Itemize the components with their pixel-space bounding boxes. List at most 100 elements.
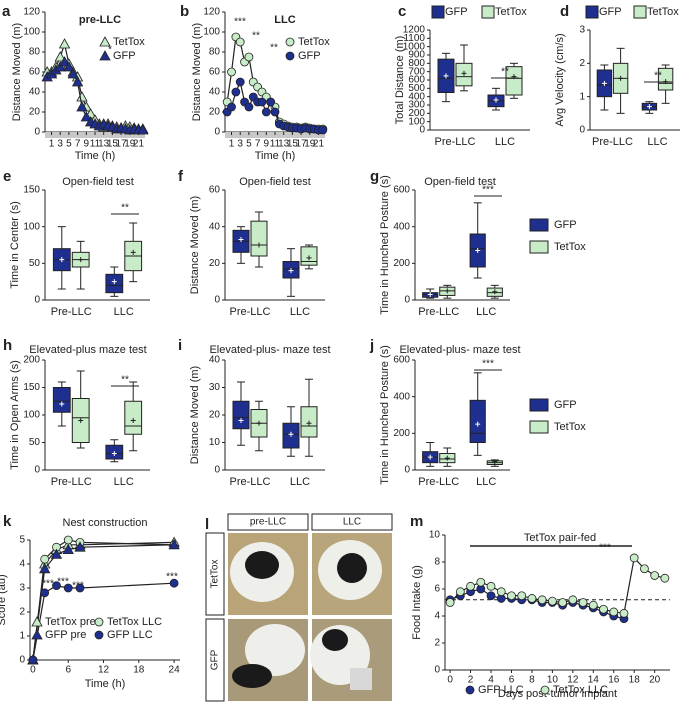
legend-label: TetTox: [647, 6, 679, 18]
mean: [493, 97, 499, 103]
mean: [288, 431, 294, 437]
legend-swatch: [529, 218, 549, 232]
data-point: [76, 101, 88, 112]
legend-marker: [540, 685, 550, 695]
y-tick-label: 800: [408, 58, 425, 69]
series-line: [32, 541, 175, 661]
y-tick-label: 40: [209, 87, 221, 98]
data-point: [63, 535, 73, 545]
y-tick-label: 20: [29, 107, 41, 118]
column-header: pre-LLC: [250, 517, 286, 528]
x-tick-label: 2: [468, 675, 474, 686]
mean: [238, 418, 244, 423]
mean: [306, 420, 312, 426]
legend-label: GFP: [113, 50, 136, 62]
x-tick-label: 20: [649, 675, 661, 686]
y-tick-label: 30: [209, 382, 221, 393]
box: [250, 220, 268, 257]
data-point: [588, 600, 598, 610]
legend-marker: [285, 51, 295, 61]
mean: [492, 289, 498, 295]
y-tick-label: 80: [29, 47, 41, 58]
x-tick-label: LLC: [114, 476, 134, 488]
x-tick-label: LLC: [114, 306, 134, 318]
series-line: [32, 539, 175, 661]
y-tick-label: 0: [19, 655, 25, 666]
mean: [444, 455, 450, 461]
y-tick-label: 150: [23, 382, 40, 393]
mean: [130, 249, 136, 255]
x-tick-label: 6: [509, 675, 515, 686]
y-tick-label: 8: [434, 557, 440, 568]
x-tick-label: Pre-LLC: [435, 136, 476, 148]
x-tick-label: Pre-LLC: [418, 476, 459, 488]
legend-label: TetTox: [554, 421, 586, 433]
y-tick-label: 20: [209, 107, 221, 118]
y-axis-label: Score (au): [0, 574, 8, 625]
panel-letter: i: [178, 337, 182, 354]
mean: [130, 418, 136, 423]
data-point: [568, 595, 578, 605]
y-tick-label: 600: [393, 185, 410, 196]
data-point: [39, 562, 51, 574]
mean: [461, 70, 467, 76]
data-point: [517, 591, 527, 601]
x-tick-label: LLC: [476, 306, 496, 318]
y-axis-label: Time in Center (s): [9, 201, 21, 289]
annotation: ***: [42, 579, 54, 590]
data-point: [63, 61, 75, 72]
legend-label: TetTox: [298, 36, 330, 48]
mean: [492, 459, 498, 465]
data-point: [168, 538, 180, 550]
row-header: TetTox: [210, 560, 221, 589]
legend-label: TetTox LLC: [553, 684, 608, 696]
y-tick-label: 600: [408, 75, 425, 86]
y-tick-label: 40: [209, 221, 221, 232]
data-point: [75, 583, 85, 593]
y-tick-label: 6: [434, 584, 440, 595]
y-tick-label: 4: [19, 559, 25, 570]
legend-label: GFP LLC: [478, 684, 524, 696]
y-tick-label: 10: [429, 530, 441, 541]
mean: [427, 454, 433, 460]
y-tick-label: 400: [393, 391, 410, 402]
panel-letter: h: [3, 337, 12, 354]
y-axis-label: Distance Moved (m): [11, 23, 23, 121]
y-tick-label: 0: [419, 125, 425, 136]
data-point: [496, 587, 506, 597]
x-tick-label: 18: [629, 675, 641, 686]
data-point: [54, 61, 66, 72]
column-header-box: [311, 513, 393, 531]
y-tick-label: 0: [434, 665, 440, 676]
y-axis-label: Time in Hunched Posture (s): [379, 345, 391, 485]
legend-swatch: [529, 398, 549, 412]
data-point: [235, 77, 245, 87]
data-point: [63, 583, 73, 593]
x-tick-label: 3: [57, 139, 63, 150]
y-tick-label: 150: [23, 185, 40, 196]
x-tick-label: 0: [30, 665, 36, 676]
legend-marker: [94, 617, 104, 627]
y-tick-label: 3: [579, 25, 585, 36]
box: [505, 66, 523, 96]
annotation: ***: [482, 359, 494, 370]
y-axis-label: Distance Moved (m): [191, 23, 203, 121]
data-point: [445, 598, 455, 607]
mean: [111, 451, 117, 456]
mean: [78, 257, 84, 263]
data-point: [547, 596, 557, 606]
legend-swatch: [633, 5, 647, 19]
mean: [59, 257, 65, 263]
x-tick-label: 3: [237, 139, 243, 150]
chart-title: LLC: [274, 14, 295, 26]
row-header-box: [205, 618, 225, 702]
y-tick-label: 3: [19, 583, 25, 594]
chart-title: Open-field test: [62, 176, 134, 188]
chart-title: Open-field test: [424, 176, 496, 188]
annotation: ***: [72, 581, 84, 592]
legend-marker: [285, 37, 295, 47]
data-point: [74, 541, 86, 552]
y-axis-label: Total Distance (m): [394, 36, 406, 125]
data-point: [486, 581, 496, 591]
